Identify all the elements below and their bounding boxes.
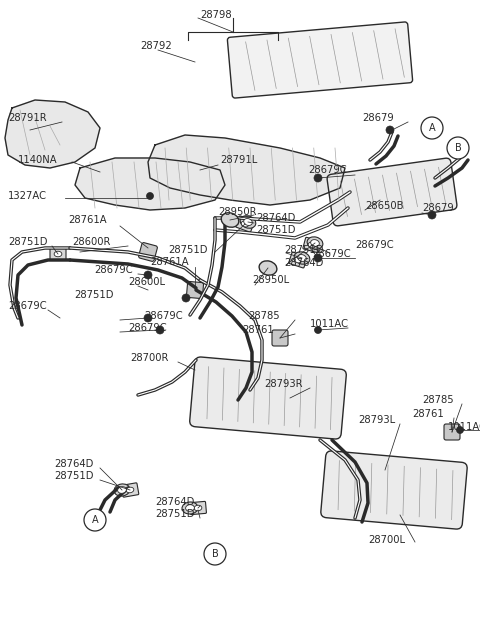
Circle shape <box>144 271 152 279</box>
Text: 28798: 28798 <box>200 10 232 20</box>
Circle shape <box>84 509 106 531</box>
Ellipse shape <box>54 251 62 257</box>
Text: 28761: 28761 <box>412 409 444 419</box>
Circle shape <box>156 326 164 334</box>
Text: 28764D: 28764D <box>284 258 324 268</box>
Ellipse shape <box>311 239 319 247</box>
Polygon shape <box>75 158 225 210</box>
Circle shape <box>182 294 190 302</box>
Ellipse shape <box>294 252 310 265</box>
Ellipse shape <box>241 221 249 227</box>
Ellipse shape <box>194 505 202 511</box>
Ellipse shape <box>307 237 323 249</box>
Ellipse shape <box>298 255 306 261</box>
Text: 28751D: 28751D <box>54 471 94 481</box>
Text: 28700R: 28700R <box>130 353 168 363</box>
Ellipse shape <box>182 502 198 514</box>
FancyBboxPatch shape <box>190 501 206 515</box>
Text: 28793R: 28793R <box>264 379 302 389</box>
Ellipse shape <box>126 487 134 493</box>
Text: 28700L: 28700L <box>368 535 405 545</box>
Text: 1140NA: 1140NA <box>18 155 58 165</box>
Ellipse shape <box>118 487 126 493</box>
Text: 28679: 28679 <box>362 113 394 123</box>
Text: 28679C: 28679C <box>312 249 350 259</box>
Text: 28785: 28785 <box>248 311 280 321</box>
Text: 28751D: 28751D <box>284 245 324 255</box>
Text: 28764D: 28764D <box>256 213 295 223</box>
Text: 28791L: 28791L <box>220 155 257 165</box>
Circle shape <box>447 137 469 159</box>
Text: 28679C: 28679C <box>128 323 167 333</box>
Polygon shape <box>5 100 100 168</box>
Text: 28764D: 28764D <box>155 497 194 507</box>
Text: 28679C: 28679C <box>308 165 347 175</box>
Text: 28761: 28761 <box>242 325 274 335</box>
FancyBboxPatch shape <box>321 451 467 529</box>
Text: 28751D: 28751D <box>74 290 113 300</box>
Text: 28679C: 28679C <box>8 301 47 311</box>
FancyBboxPatch shape <box>236 216 254 232</box>
Text: 1011AC: 1011AC <box>310 319 349 329</box>
Ellipse shape <box>294 257 302 263</box>
Text: 28679C: 28679C <box>94 265 132 275</box>
Circle shape <box>428 211 436 219</box>
Ellipse shape <box>240 216 256 229</box>
Text: 28785: 28785 <box>422 395 454 405</box>
Circle shape <box>386 126 394 134</box>
Text: 28761A: 28761A <box>68 215 107 225</box>
Text: 28792: 28792 <box>140 41 172 51</box>
Polygon shape <box>148 135 345 205</box>
Circle shape <box>314 327 322 333</box>
FancyBboxPatch shape <box>190 357 346 439</box>
Text: 28950R: 28950R <box>218 207 256 217</box>
Text: 28679: 28679 <box>422 203 454 213</box>
FancyBboxPatch shape <box>444 424 460 440</box>
Text: 28764D: 28764D <box>54 459 94 469</box>
Text: 28751D: 28751D <box>256 225 296 235</box>
Text: 28950L: 28950L <box>252 275 289 285</box>
Ellipse shape <box>259 261 277 275</box>
Text: 28751D: 28751D <box>168 245 207 255</box>
Circle shape <box>146 193 154 200</box>
FancyBboxPatch shape <box>50 248 66 260</box>
Text: 28751D: 28751D <box>8 237 48 247</box>
FancyBboxPatch shape <box>289 252 307 268</box>
Text: 28600R: 28600R <box>72 237 110 247</box>
Text: 1011AC: 1011AC <box>448 422 480 432</box>
Circle shape <box>421 117 443 139</box>
Text: 28761A: 28761A <box>150 257 189 267</box>
Circle shape <box>144 314 152 322</box>
FancyBboxPatch shape <box>228 22 413 98</box>
Text: 28679C: 28679C <box>144 311 182 321</box>
FancyBboxPatch shape <box>139 243 157 261</box>
Text: 28600L: 28600L <box>128 277 165 287</box>
Ellipse shape <box>308 242 316 248</box>
Circle shape <box>314 174 322 182</box>
FancyBboxPatch shape <box>327 158 457 226</box>
Circle shape <box>204 543 226 565</box>
FancyBboxPatch shape <box>303 238 321 253</box>
Ellipse shape <box>186 505 194 511</box>
Text: A: A <box>429 123 435 133</box>
FancyBboxPatch shape <box>187 281 204 299</box>
Text: 28793L: 28793L <box>358 415 395 425</box>
Text: 1327AC: 1327AC <box>8 191 47 201</box>
FancyBboxPatch shape <box>272 330 288 346</box>
Text: 28650B: 28650B <box>365 201 404 211</box>
Ellipse shape <box>244 218 252 225</box>
Text: B: B <box>455 143 461 153</box>
FancyBboxPatch shape <box>121 483 139 497</box>
Text: 28791R: 28791R <box>8 113 47 123</box>
Circle shape <box>314 254 322 262</box>
Ellipse shape <box>221 213 239 227</box>
Ellipse shape <box>114 484 130 496</box>
Text: A: A <box>92 515 98 525</box>
Text: 28751D: 28751D <box>155 509 194 519</box>
Circle shape <box>456 426 464 433</box>
Text: B: B <box>212 549 218 559</box>
Text: 28679C: 28679C <box>355 240 394 250</box>
